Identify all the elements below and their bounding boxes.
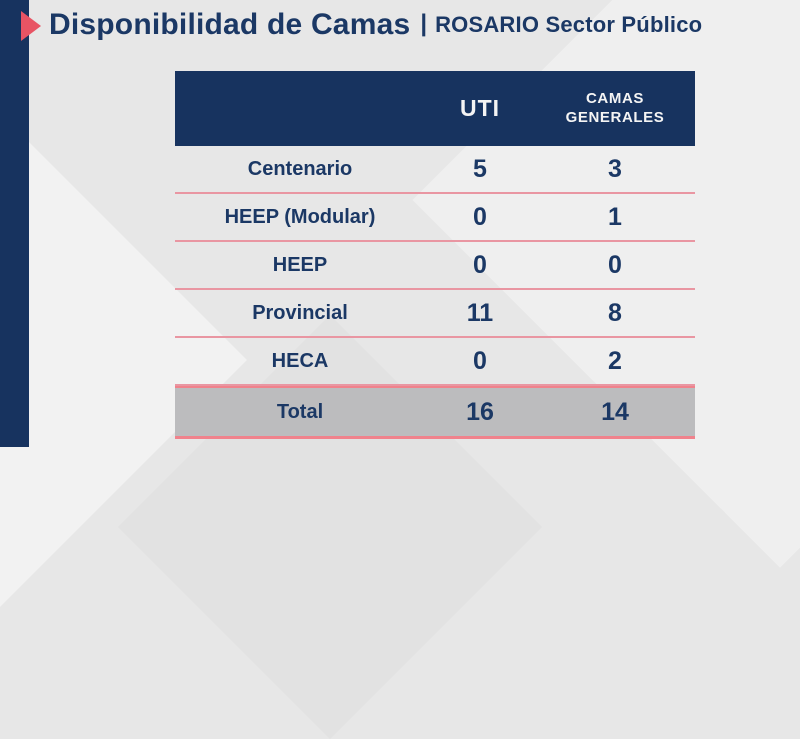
hospital-name: Centenario [247, 157, 353, 180]
title-main: Disponibilidad de Camas [49, 8, 411, 41]
hospital-name: HEEP (Modular) [224, 205, 376, 228]
column-header-camas-generales-label: CAMAS GENERALES [565, 89, 665, 126]
uti-value: 11 [466, 298, 494, 327]
title-separator: | [420, 10, 428, 37]
camas-generales-value: 1 [608, 202, 622, 231]
column-header-camas-generales: CAMAS GENERALES [535, 90, 695, 128]
total-camas-generales-value: 14 [601, 397, 629, 426]
table-row: HEEP (Modular) 0 1 [175, 194, 695, 242]
beds-availability-table: UTI CAMAS GENERALES Centenario 5 3 HEEP … [175, 71, 695, 439]
camas-generales-value: 8 [608, 298, 622, 327]
camas-generales-value: 3 [608, 154, 622, 183]
total-uti-value: 16 [466, 397, 494, 426]
left-accent-bar [0, 0, 29, 447]
uti-value: 0 [473, 346, 487, 375]
hospital-name: HEEP [272, 253, 328, 276]
total-label: Total [276, 400, 324, 423]
table-total-row: Total 16 14 [175, 386, 695, 439]
uti-value: 5 [473, 154, 487, 183]
table-row: Centenario 5 3 [175, 146, 695, 194]
title-subtitle: ROSARIO Sector Público [435, 11, 703, 37]
uti-value: 0 [473, 202, 487, 231]
table-row: Provincial 11 8 [175, 290, 695, 338]
table-row: HEEP 0 0 [175, 242, 695, 290]
column-header-uti: UTI [459, 95, 501, 121]
hospital-name: Provincial [252, 301, 348, 324]
camas-generales-value: 2 [608, 346, 622, 375]
hospital-name: HECA [271, 349, 329, 372]
camas-generales-value: 0 [608, 250, 622, 279]
page-title: Disponibilidad de Camas | ROSARIO Sector… [21, 8, 702, 42]
triangle-bullet-icon [21, 11, 41, 41]
uti-value: 0 [473, 250, 487, 279]
table-header-row: UTI CAMAS GENERALES [175, 71, 695, 146]
table-row: HECA 0 2 [175, 338, 695, 386]
